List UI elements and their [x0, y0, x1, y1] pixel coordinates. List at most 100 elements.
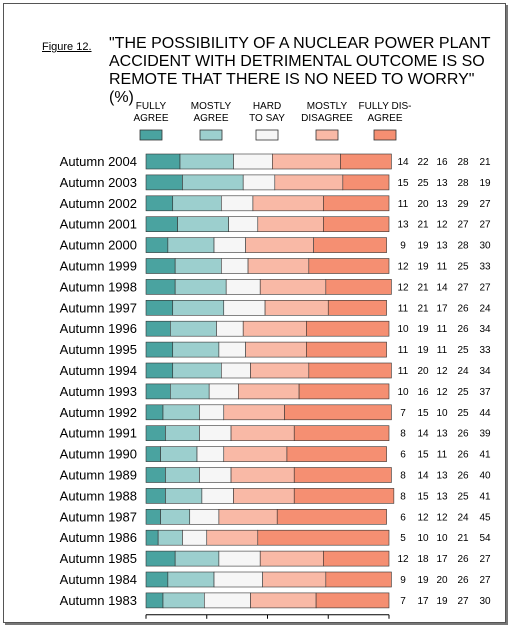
value-label: 12 [397, 282, 409, 293]
bar-segment [145, 467, 166, 483]
row-label: Autumn 1995 [60, 342, 137, 357]
bar-segment [245, 341, 307, 358]
bar-segment [323, 216, 390, 232]
bar-segment [284, 404, 392, 421]
value-label: 21 [417, 220, 429, 231]
value-label: 27 [457, 220, 469, 231]
bar-segment [221, 258, 249, 274]
value-label: 24 [457, 366, 469, 377]
value-label: 9 [400, 575, 406, 586]
value-label: 20 [436, 575, 448, 586]
bar-segment [177, 216, 229, 232]
bar-segment [245, 237, 314, 253]
bar-segment [170, 383, 210, 400]
bar-segment [323, 195, 390, 212]
row-label: Autumn 2000 [60, 238, 137, 253]
bar-segment [199, 425, 232, 442]
value-label: 19 [436, 596, 448, 607]
bar-segment [206, 529, 259, 546]
bar-segment [257, 216, 324, 232]
value-label: 19 [417, 241, 429, 252]
legend-label: HARD [253, 101, 281, 112]
row-label: Autumn 2004 [60, 154, 137, 169]
bar-segment [145, 362, 174, 379]
bar-segment [167, 571, 215, 588]
value-label: 14 [436, 282, 448, 293]
bar-segment [264, 299, 329, 316]
legend-swatch [139, 129, 163, 141]
value-label: 21 [479, 157, 491, 168]
bar-segment [165, 425, 200, 442]
bar-segment [225, 279, 261, 295]
legend-label: MOSTLY [191, 101, 232, 112]
bar-segment [145, 383, 171, 400]
bar-segment [167, 237, 215, 253]
value-label: 27 [457, 596, 469, 607]
value-label: 39 [479, 429, 491, 440]
value-label: 26 [457, 429, 469, 440]
value-label: 10 [417, 533, 429, 544]
bar-segment [238, 383, 300, 400]
bar-segment [313, 237, 387, 253]
row-label: Autumn 1999 [60, 259, 137, 274]
bar-segment [157, 529, 183, 546]
bar-segment [340, 153, 392, 170]
value-label: 10 [397, 324, 409, 335]
bar-segment [160, 508, 191, 525]
value-label: 13 [436, 471, 448, 482]
bar-segment [230, 425, 295, 442]
value-label: 25 [457, 345, 469, 356]
bar-segment [242, 174, 276, 191]
value-label: 20 [417, 366, 429, 377]
bar-segment [199, 467, 232, 483]
value-label: 24 [479, 303, 491, 314]
value-label: 34 [479, 366, 491, 377]
row-label: Autumn 1996 [60, 321, 137, 336]
row-label: Autumn 1984 [60, 572, 137, 587]
bar-segment [233, 153, 273, 170]
row-label: Autumn 1989 [60, 468, 137, 483]
value-label: 11 [437, 262, 448, 273]
value-label: 8 [400, 491, 406, 502]
value-label: 18 [417, 554, 429, 565]
value-label: 14 [417, 471, 429, 482]
row-label: Autumn 2002 [60, 196, 137, 211]
value-label: 27 [479, 575, 491, 586]
value-label: 19 [417, 324, 429, 335]
bar-segment [172, 299, 225, 316]
bar-segment [233, 488, 295, 504]
value-label: 26 [457, 303, 469, 314]
bar-segment [145, 404, 164, 421]
bar-segment [145, 550, 176, 567]
value-label: 41 [479, 491, 491, 502]
bar-segment [306, 320, 390, 337]
value-label: 28 [457, 241, 469, 252]
bar-segment [242, 320, 307, 337]
value-label: 13 [436, 429, 448, 440]
bar-segment [172, 195, 222, 212]
bar-segment [293, 467, 392, 483]
value-label: 45 [479, 512, 491, 523]
bar-segment [145, 508, 161, 525]
bar-segment [196, 446, 225, 462]
bar-segment [257, 529, 390, 546]
value-label: 11 [398, 366, 409, 377]
bar-segment [145, 279, 176, 295]
value-label: 17 [436, 554, 448, 565]
value-label: 21 [417, 282, 429, 293]
value-label: 26 [457, 324, 469, 335]
row-label: Autumn 1985 [60, 551, 137, 566]
row-label: Autumn 1983 [60, 593, 137, 608]
value-label: 19 [417, 345, 429, 356]
value-label: 8 [400, 471, 406, 482]
bar-segment [174, 258, 222, 274]
row-label: Autumn 1988 [60, 488, 137, 503]
bar-segment [286, 446, 387, 462]
row-label: Autumn 2003 [60, 175, 137, 190]
figure-label: Figure 12. [42, 41, 92, 53]
value-label: 13 [436, 199, 448, 210]
value-label: 8 [400, 429, 406, 440]
chart-title: "THE POSSIBILITY OF A NUCLEAR POWER PLAN… [109, 35, 491, 106]
bar-segment [165, 467, 200, 483]
value-label: 28 [457, 157, 469, 168]
